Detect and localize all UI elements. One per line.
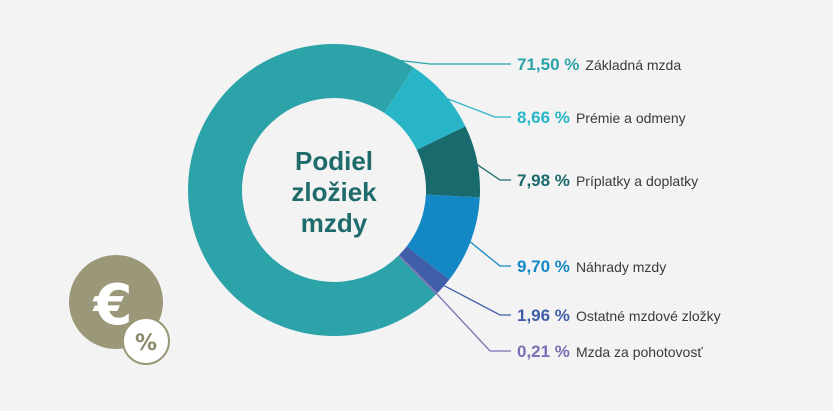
legend-label: Ostatné mzdové zložky <box>576 308 721 324</box>
donut-slice <box>406 194 480 280</box>
legend-label: Náhrady mzdy <box>576 259 666 275</box>
chart-title-line-2: zložiek <box>291 177 377 207</box>
euro-percent-badge: € % <box>69 255 170 365</box>
leader-lines <box>389 58 511 352</box>
leader-line <box>389 58 511 65</box>
legend-label: Príplatky a doplatky <box>576 173 698 189</box>
legend-entry: 0,21 % Mzda za pohotovosť <box>517 342 703 361</box>
leader-line <box>440 283 511 316</box>
donut-slice <box>188 43 437 337</box>
chart-title: Podiel zložiek mzdy <box>291 146 377 238</box>
donut-slice <box>384 67 466 150</box>
donut-slice <box>399 246 450 294</box>
donut-slices <box>188 43 481 337</box>
legend: 71,50 % Základná mzda 8,66 % Prémie a odmen… <box>517 55 721 361</box>
chart-title-line-3: mzdy <box>301 208 368 238</box>
legend-value: 7,98 % <box>517 171 570 190</box>
percent-circle-icon <box>122 317 170 365</box>
legend-label: Mzda za pohotovosť <box>576 344 703 360</box>
leader-line <box>440 95 511 118</box>
percent-symbol: % <box>135 331 157 356</box>
chart-title-line-1: Podiel <box>295 146 373 176</box>
legend-value: 8,66 % <box>517 108 570 127</box>
euro-symbol: € <box>92 273 133 338</box>
legend-entry: 1,96 % Ostatné mzdové zložky <box>517 306 721 325</box>
legend-value: 71,50 % <box>517 55 579 74</box>
leader-line <box>433 290 511 352</box>
donut-slice <box>398 254 438 295</box>
legend-entry: 71,50 % Základná mzda <box>517 55 681 74</box>
legend-label: Prémie a odmeny <box>576 110 686 126</box>
legend-value: 1,96 % <box>517 306 570 325</box>
legend-value: 0,21 % <box>517 342 570 361</box>
legend-entry: 7,98 % Príplatky a doplatky <box>517 171 698 190</box>
donut-slice <box>416 126 481 198</box>
leader-line <box>472 161 511 181</box>
leader-line <box>466 238 511 267</box>
legend-entry: 9,70 % Náhrady mzdy <box>517 257 666 276</box>
legend-value: 9,70 % <box>517 257 570 276</box>
legend-label: Základná mzda <box>585 57 681 73</box>
legend-entry: 8,66 % Prémie a odmeny <box>517 108 686 127</box>
